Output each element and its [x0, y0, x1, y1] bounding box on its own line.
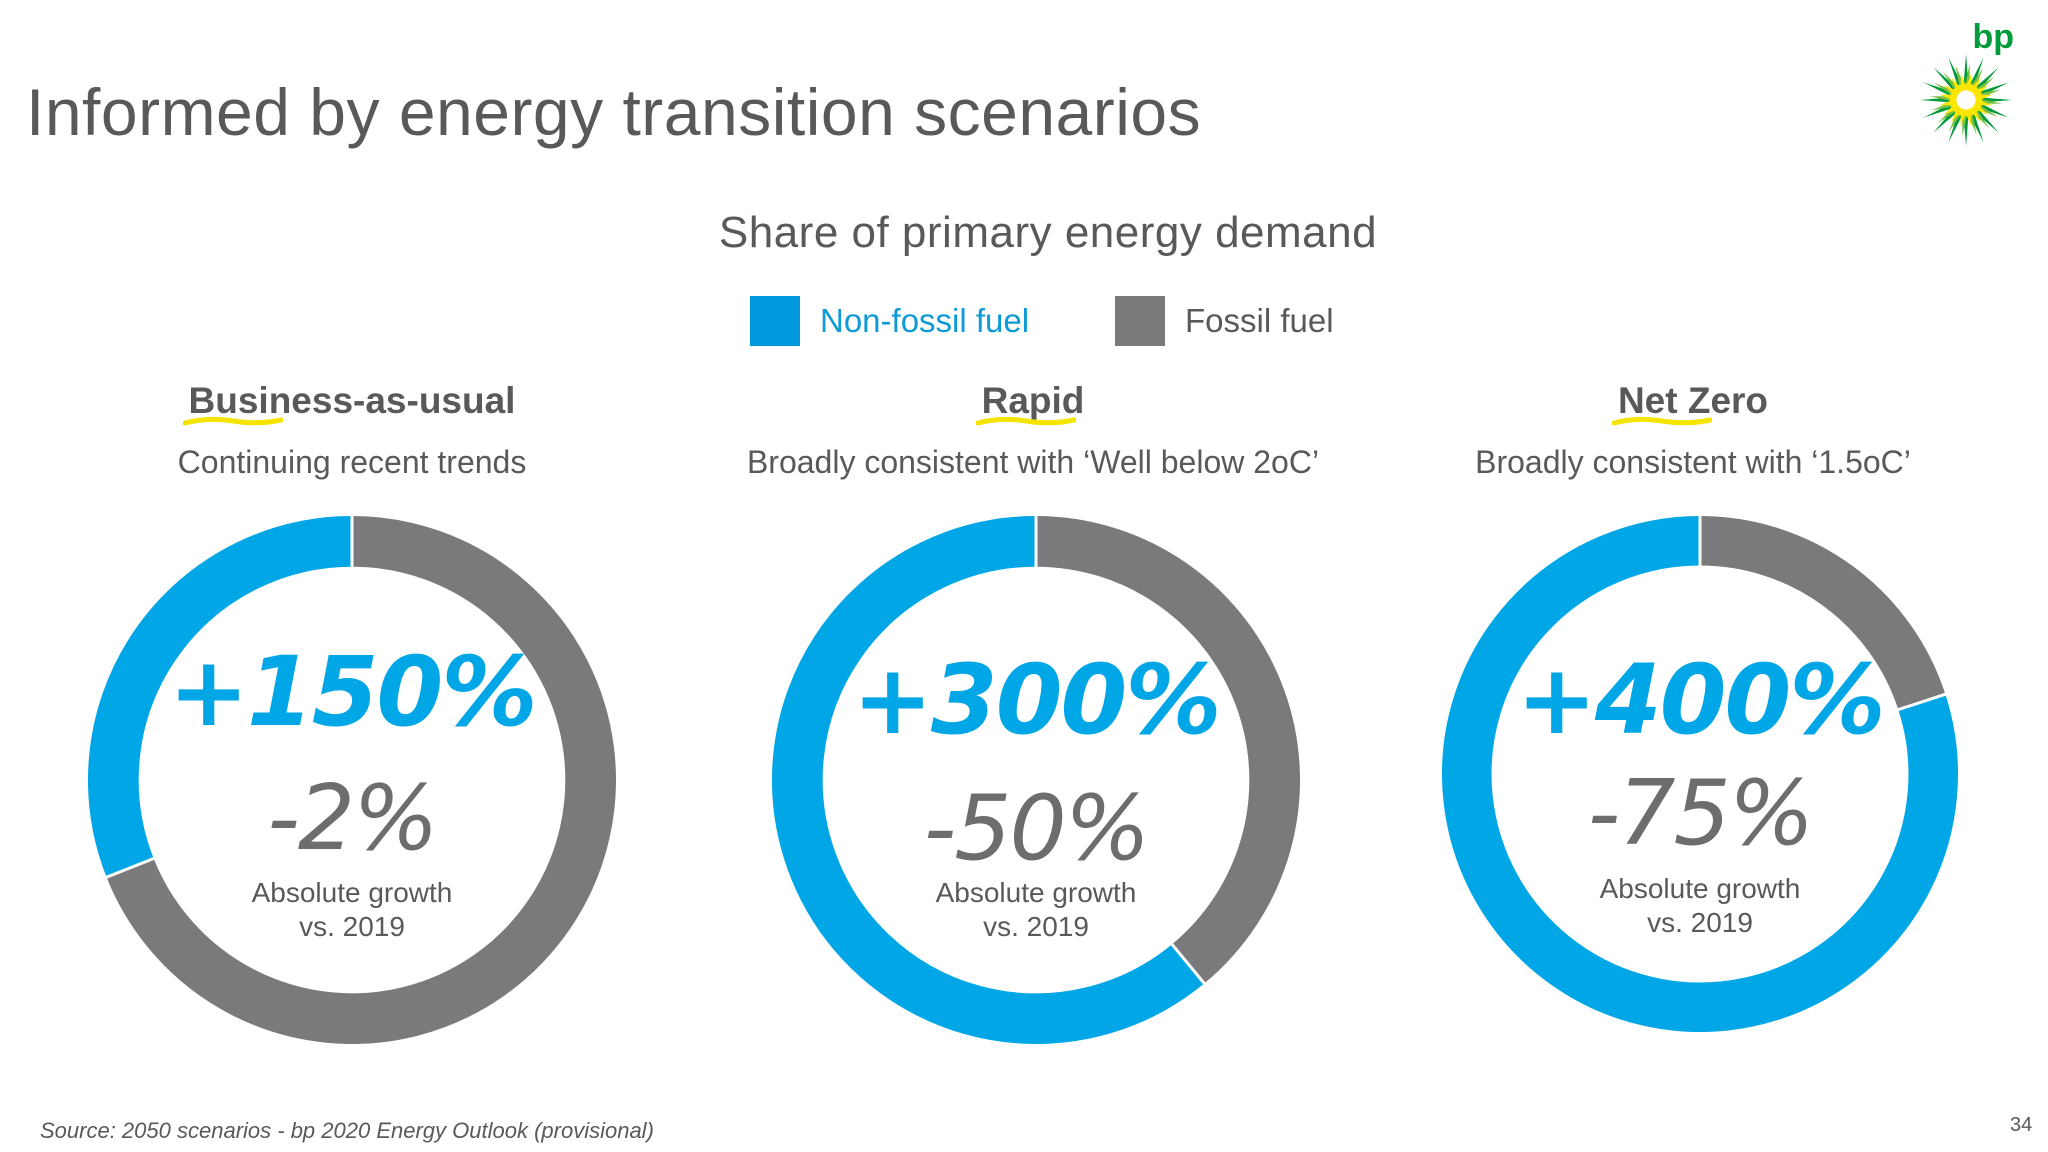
- fossil-growth-label: -75%: [1587, 761, 1815, 866]
- helios-petal: [1948, 110, 1963, 133]
- legend-swatch-fossil: [1115, 296, 1165, 346]
- helios-petal: [1923, 82, 1955, 98]
- page-number: 34: [2010, 1114, 2033, 1136]
- scenario-business-as-usual: Business-as-usual Continuing recent tren…: [12, 380, 692, 481]
- helios-petal: [1933, 107, 1959, 133]
- fossil-growth-label: -2%: [267, 766, 438, 871]
- helios-petal: [1933, 67, 1959, 93]
- page-title: Informed by energy transition scenarios: [26, 75, 1202, 149]
- growth-caption: Absolute growth vs. 2019: [1442, 872, 1958, 940]
- scenario-name: Business-as-usual: [12, 380, 692, 440]
- helios-petal: [1976, 103, 1999, 118]
- growth-caption: Absolute growth vs. 2019: [88, 876, 616, 944]
- legend-label-non-fossil: Non-fossil fuel: [820, 302, 1030, 339]
- donut-slice-fossil: [1035, 516, 1300, 984]
- legend-swatch-non-fossil: [750, 296, 800, 346]
- helios-petal: [1948, 111, 1964, 143]
- helios-petal: [1973, 107, 1999, 133]
- non-fossil-growth-label: +300%: [852, 644, 1221, 756]
- donut-business-as-usual: +150% -2% Absolute growth vs. 2019: [88, 515, 616, 1044]
- helios-petal: [1933, 82, 1956, 97]
- chart-title: Share of primary energy demand: [718, 208, 1378, 257]
- helios-petal: [1969, 67, 1984, 90]
- donut-net-zero: +400% -75% Absolute growth vs. 2019: [1442, 515, 1958, 1032]
- logo-wordmark: bp: [1972, 18, 2014, 56]
- growth-caption-line2: vs. 2019: [983, 911, 1089, 942]
- donut-chart: [88, 515, 616, 1044]
- helios-petal: [1977, 102, 2009, 118]
- source-note: Source: 2050 scenarios - bp 2020 Energy …: [40, 1118, 654, 1143]
- helios-icon: [1919, 53, 2013, 147]
- scenario-rapid: Rapid Broadly consistent with ‘Well belo…: [693, 380, 1373, 481]
- scenario-description: Continuing recent trends: [177, 444, 527, 480]
- growth-caption: Absolute growth vs. 2019: [772, 876, 1300, 944]
- growth-caption-line2: vs. 2019: [1647, 907, 1753, 938]
- highlight-underline: [182, 416, 283, 426]
- scenario-description: Broadly consistent with ‘1.5oC’: [1475, 444, 1911, 480]
- donut-slice-separator: [1896, 692, 1947, 712]
- helios-petal: [1968, 57, 1984, 89]
- donut-chart: [772, 515, 1300, 1044]
- fossil-growth-label: -50%: [923, 776, 1151, 881]
- donut-slice-fossil: [1699, 516, 1946, 710]
- scenario-name-text: Business-as-usual: [188, 380, 516, 421]
- donut-slice-separator: [105, 856, 156, 879]
- growth-caption-line1: Absolute growth: [935, 877, 1137, 908]
- scenario-name: Rapid: [693, 380, 1373, 440]
- donut-slice-non-fossil: [88, 516, 353, 878]
- bp-logo: bp: [1910, 18, 2020, 148]
- donut-slice-non-fossil: [772, 516, 1205, 1044]
- donut-rapid: +300% -50% Absolute growth vs. 2019: [772, 515, 1300, 1044]
- growth-caption-line1: Absolute growth: [1599, 873, 1801, 904]
- growth-caption-line2: vs. 2019: [299, 911, 405, 942]
- donut-slice-separator: [1170, 942, 1207, 986]
- non-fossil-growth-label: +400%: [1516, 644, 1885, 756]
- scenario-name-text: Net Zero: [1617, 380, 1769, 421]
- scenario-name: Net Zero: [1353, 380, 2033, 440]
- scenario-description: Broadly consistent with ‘Well below 2oC’: [746, 444, 1320, 480]
- highlight-underline: [1611, 416, 1712, 426]
- donut-slice-non-fossil: [1442, 516, 1958, 1032]
- growth-caption-line1: Absolute growth: [251, 877, 453, 908]
- scenario-net-zero: Net Zero Broadly consistent with ‘1.5oC’: [1353, 380, 2033, 481]
- non-fossil-growth-label: +150%: [168, 636, 537, 748]
- donut-slice-fossil: [106, 516, 616, 1044]
- scenario-name-text: Rapid: [981, 380, 1085, 421]
- legend-label-fossil: Fossil fuel: [1185, 302, 1334, 339]
- highlight-underline: [975, 416, 1076, 426]
- donut-chart: [1442, 515, 1958, 1032]
- helios-petal: [1973, 67, 1999, 93]
